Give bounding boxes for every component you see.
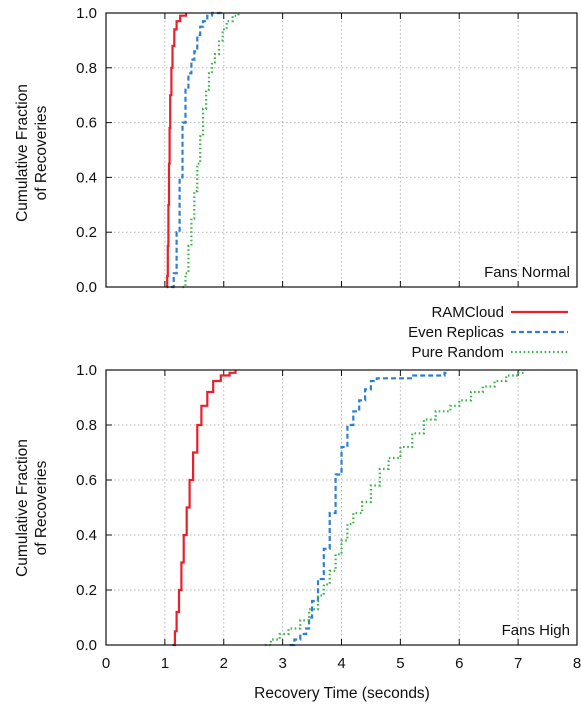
y-tick-label: 0.6 bbox=[76, 472, 97, 489]
series-line-ramcloud bbox=[172, 370, 237, 647]
x-tick-label: 1 bbox=[161, 655, 169, 672]
y-tick-label: 0.8 bbox=[76, 60, 97, 77]
y-tick-label: 1.0 bbox=[76, 5, 97, 22]
panel-fans-normal: Cumulative Fraction of Recoveries 0.0 0.2… bbox=[14, 5, 578, 296]
legend: RAMCloud Even Replicas Pure Random bbox=[408, 304, 568, 361]
y-tick-label: 0.8 bbox=[76, 417, 97, 434]
y-tick-label: 1.0 bbox=[76, 362, 97, 379]
x-tick-label: 8 bbox=[573, 655, 581, 672]
plot-frame bbox=[105, 12, 578, 288]
series-line-pure-random bbox=[265, 370, 526, 647]
series-line-pure-random bbox=[182, 13, 240, 289]
x-tick-label: 4 bbox=[337, 655, 345, 672]
y-tick-label: 0.2 bbox=[76, 582, 97, 599]
x-tick-label: 2 bbox=[220, 655, 228, 672]
x-axis-label: Recovery Time (seconds) bbox=[254, 685, 430, 702]
x-tick-label: 6 bbox=[455, 655, 463, 672]
y-axis-label-line-1: Cumulative Fraction bbox=[14, 439, 31, 577]
y-tick-label: 0.0 bbox=[76, 279, 97, 296]
legend-label-even-replicas: Even Replicas bbox=[408, 324, 504, 341]
y-tick-label: 0.4 bbox=[76, 169, 97, 186]
series-line-even-replicas bbox=[289, 370, 449, 647]
panel-annotation: Fans High bbox=[502, 622, 570, 639]
y-tick-label: 0.0 bbox=[76, 637, 97, 654]
y-tick-label: 0.6 bbox=[76, 115, 97, 132]
y-axis-label-line-2: of Recoveries bbox=[33, 460, 50, 555]
x-tick-label: 3 bbox=[278, 655, 286, 672]
y-axis-label-line-1: Cumulative Fraction bbox=[14, 84, 31, 222]
y-tick-label: 0.4 bbox=[76, 527, 97, 544]
panel-annotation: Fans Normal bbox=[484, 264, 570, 281]
y-tick-label: 0.2 bbox=[76, 224, 97, 241]
legend-label-pure-random: Pure Random bbox=[411, 344, 504, 361]
legend-label-ramcloud: RAMCloud bbox=[431, 304, 504, 321]
panel-fans-high: Cumulative Fraction of Recoveries Recove… bbox=[14, 362, 581, 702]
x-tick-label: 0 bbox=[102, 655, 110, 672]
y-axis-label-line-2: of Recoveries bbox=[33, 105, 50, 200]
series-line-ramcloud bbox=[166, 13, 188, 289]
plot-frame bbox=[105, 369, 578, 646]
x-tick-label: 7 bbox=[514, 655, 522, 672]
series-line-even-replicas bbox=[170, 11, 224, 289]
x-tick-label: 5 bbox=[396, 655, 404, 672]
